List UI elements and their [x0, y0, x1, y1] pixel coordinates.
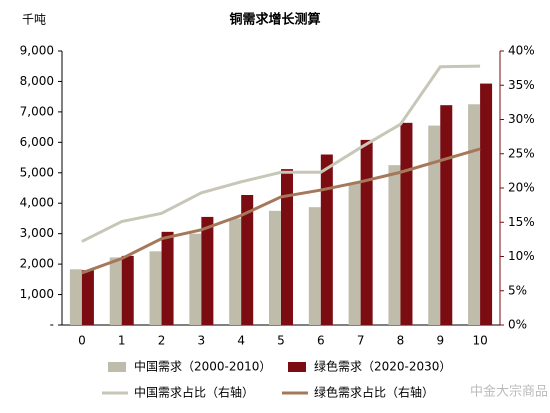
line	[81, 64, 481, 243]
y-tick-label: 4,000	[20, 196, 54, 210]
bar	[360, 139, 373, 325]
y2-tick-label: 30%	[508, 112, 535, 126]
x-tick-label: 8	[397, 334, 405, 348]
bar	[428, 125, 441, 325]
bar	[281, 169, 293, 325]
legend-label: 绿色需求占比（右轴）	[314, 385, 434, 400]
bar	[229, 218, 242, 325]
y-tick-label: 9,000	[20, 44, 54, 58]
legend-swatch	[288, 362, 306, 372]
bar	[189, 233, 202, 325]
x-tick-label: 6	[317, 334, 325, 348]
x-tick-label: 10	[472, 334, 487, 348]
y2-tick-label: 15%	[508, 215, 535, 229]
y2-tick-label: 20%	[508, 181, 535, 195]
bar	[161, 231, 174, 325]
y-tick-label: 3,000	[20, 226, 54, 240]
y-tick-label: 8,000	[20, 74, 54, 88]
bar	[269, 210, 281, 325]
y2-tick-label: 40%	[508, 44, 535, 58]
y2-tick-label: 10%	[508, 249, 535, 263]
bar	[468, 104, 481, 326]
y2-tick-label: 35%	[508, 78, 535, 92]
bar	[400, 122, 413, 325]
bar	[440, 105, 453, 326]
x-tick-label: 4	[237, 334, 245, 348]
x-tick-label: 9	[436, 334, 444, 348]
bar	[308, 207, 321, 325]
y-tick-label: 6,000	[20, 135, 54, 149]
bar	[388, 165, 401, 325]
y-tick-label: 7,000	[20, 104, 54, 118]
x-tick-label: 0	[78, 334, 86, 348]
bar	[81, 270, 94, 325]
legend-label: 中国需求（2000-2010）	[134, 359, 271, 374]
bar	[109, 257, 122, 325]
x-tick-label: 1	[118, 334, 126, 348]
chart-title: 铜需求增长测算	[228, 12, 320, 28]
bar	[201, 216, 214, 325]
watermark: 中金大宗商品	[470, 384, 548, 400]
y-tick-label: -	[50, 318, 54, 332]
y-tick-label: 5,000	[20, 165, 54, 179]
y-tick-label: 1,000	[20, 287, 54, 301]
bar	[480, 83, 493, 325]
legend-label: 绿色需求（2020-2030）	[314, 359, 451, 374]
y-axis-label: 千吨	[22, 13, 46, 27]
bar	[320, 154, 333, 325]
line	[81, 147, 481, 275]
y2-tick-label: 0%	[508, 318, 527, 332]
bar	[121, 255, 134, 325]
y-tick-label: 2,000	[20, 257, 54, 271]
bar	[149, 251, 162, 325]
x-tick-label: 5	[277, 334, 285, 348]
bar	[348, 183, 361, 325]
bar	[69, 269, 82, 325]
x-tick-label: 3	[198, 334, 206, 348]
x-tick-label: 2	[158, 334, 166, 348]
x-tick-label: 7	[357, 334, 365, 348]
bar	[241, 195, 254, 325]
legend-label: 中国需求占比（右轴）	[134, 385, 254, 400]
y2-tick-label: 25%	[508, 146, 535, 160]
legend-swatch	[108, 362, 126, 372]
y2-tick-label: 5%	[508, 283, 527, 297]
